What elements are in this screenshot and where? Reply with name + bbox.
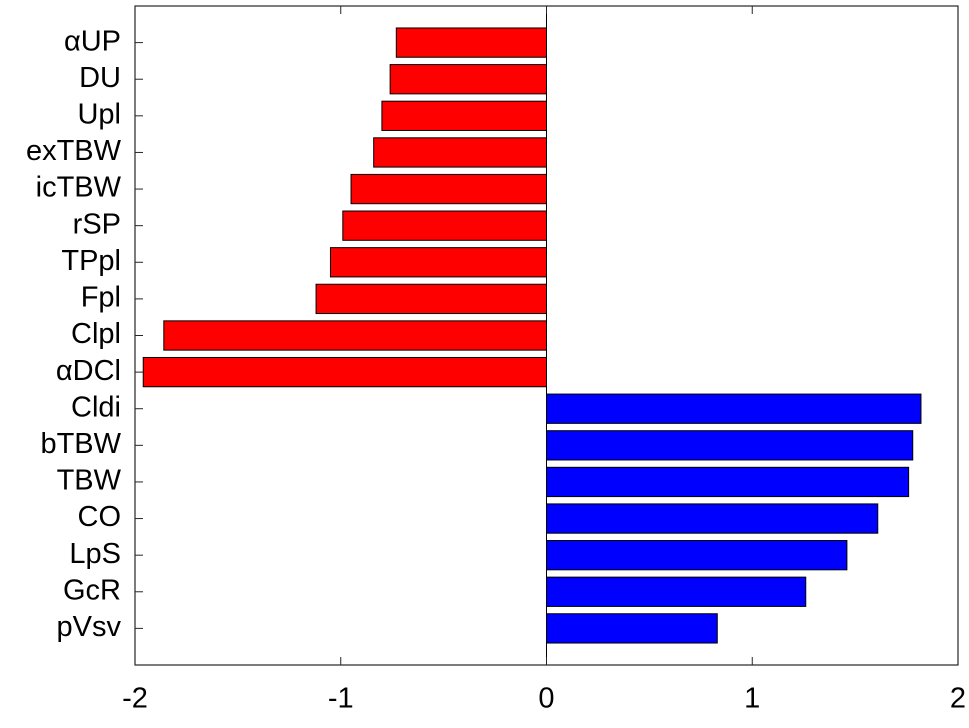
- bar: [546, 503, 879, 534]
- y-tick-label: icTBW: [36, 172, 122, 204]
- y-tick-label: LpS: [69, 538, 121, 570]
- y-tick-label: pVsv: [57, 611, 122, 643]
- bar: [546, 540, 848, 571]
- y-tick-label: bTBW: [40, 428, 121, 460]
- y-tick-label: αUP: [64, 25, 121, 57]
- y-tick-label: CO: [78, 501, 122, 533]
- y-tick-label: DU: [79, 62, 121, 94]
- x-tick-label: 0: [538, 683, 554, 715]
- y-tick-label: Upl: [77, 98, 121, 130]
- bar: [546, 576, 807, 607]
- y-tick-label: exTBW: [26, 135, 122, 167]
- bar: [329, 247, 547, 278]
- bar: [315, 283, 547, 315]
- x-tick-label: -1: [328, 683, 354, 715]
- bar: [142, 356, 547, 388]
- bar: [546, 466, 910, 498]
- y-tick-label: Cldi: [71, 391, 121, 423]
- y-tick-label: TBW: [57, 465, 122, 497]
- y-tick-label: Clpl: [71, 318, 121, 350]
- bar: [350, 173, 547, 205]
- bar: [395, 27, 547, 58]
- x-tick-label: -2: [122, 683, 148, 715]
- bar: [546, 613, 718, 644]
- bar: [389, 64, 547, 95]
- bar: [342, 210, 547, 241]
- y-tick-label: TPpl: [61, 245, 121, 277]
- y-tick-label: rSP: [73, 208, 121, 240]
- bar: [546, 393, 922, 424]
- y-tick-label: GcR: [63, 574, 121, 606]
- y-tick-label: Fpl: [81, 282, 121, 314]
- bar: [381, 100, 547, 131]
- y-tick-label: αDCl: [56, 355, 121, 387]
- bar: [163, 320, 547, 351]
- axes-box: [134, 5, 959, 666]
- bar: [546, 430, 914, 461]
- x-tick-label: 2: [950, 683, 966, 715]
- bar: [373, 137, 548, 168]
- x-tick-label: 1: [744, 683, 760, 715]
